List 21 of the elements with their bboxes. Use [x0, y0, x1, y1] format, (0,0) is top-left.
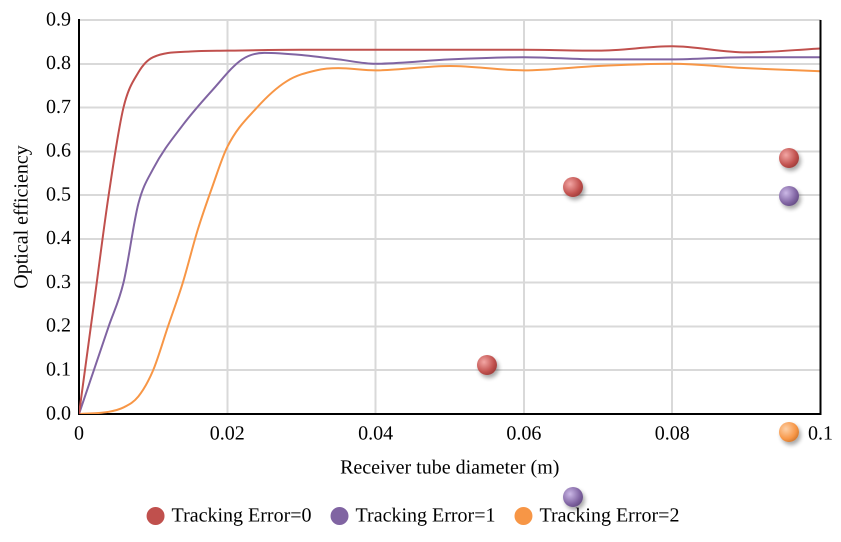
y-tick-label: 0.2: [46, 314, 71, 337]
y-tick-label: 0.1: [46, 358, 71, 380]
x-tick-label: 0.02: [210, 422, 245, 444]
legend-label: Tracking Error=2: [539, 504, 680, 526]
x-axis-title: Receiver tube diameter (m): [340, 456, 560, 478]
y-tick-label: 0.5: [46, 183, 71, 206]
x-tick-label: 0.08: [654, 422, 690, 444]
legend-label: Tracking Error=0: [172, 504, 312, 526]
y-tick-label: 0.9: [46, 8, 71, 30]
x-tick-label: 0.1: [808, 422, 833, 444]
y-tick-label: 0.6: [46, 140, 71, 162]
y-tick-label: 0.3: [46, 270, 71, 293]
x-tick-label: 0: [74, 422, 84, 444]
y-tick-label: 0.0: [46, 402, 71, 424]
y-axis-title: Optical efficiency: [10, 145, 32, 289]
y-tick-label: 0.7: [46, 96, 71, 118]
y-tick-label: 0.8: [46, 52, 71, 74]
x-tick-label: 0.06: [506, 422, 542, 444]
legend-label: Tracking Error=1: [356, 504, 496, 526]
y-tick-label: 0.4: [46, 227, 71, 250]
x-tick-label: 0.04: [358, 422, 394, 444]
